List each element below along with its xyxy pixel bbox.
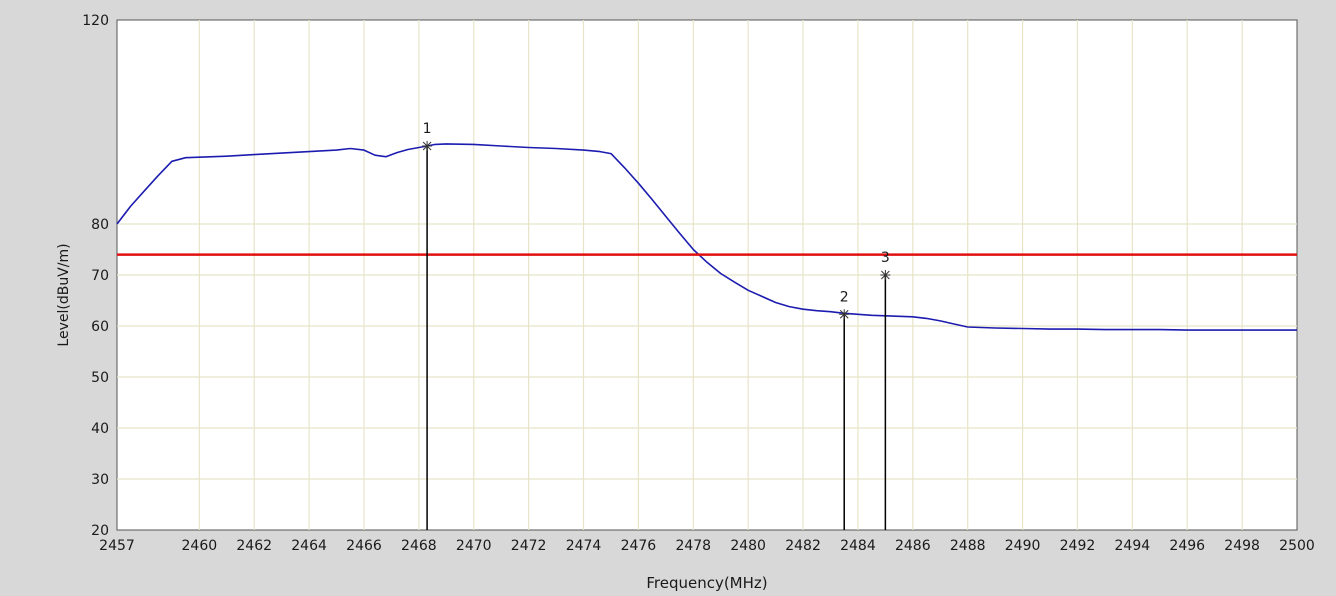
- x-tick-label: 2482: [785, 538, 821, 554]
- x-tick-label: 2472: [511, 538, 547, 554]
- x-tick-label: 2490: [1005, 538, 1041, 554]
- x-tick-label: 2474: [566, 538, 602, 554]
- x-tick-label: 2457: [99, 538, 135, 554]
- x-tick-label: 2494: [1115, 538, 1151, 554]
- x-tick-label: 2464: [291, 538, 327, 554]
- y-tick-label: 40: [91, 421, 109, 437]
- x-axis-ticks: 2457 2460 2462 2464 2466 2468 2470 2472 2474 2476…: [99, 538, 1315, 554]
- marker-3: 3: [880, 250, 891, 530]
- marker-2: 2: [839, 289, 850, 530]
- x-tick-label: 2470: [456, 538, 492, 554]
- marker-1: 1: [422, 121, 433, 530]
- x-tick-label: 2484: [840, 538, 876, 554]
- y-tick-label: 30: [91, 472, 109, 488]
- x-tick-label: 2460: [182, 538, 218, 554]
- x-tick-label: 2492: [1060, 538, 1096, 554]
- y-tick-label: 50: [91, 370, 109, 386]
- marker-star: [839, 309, 849, 319]
- grid: [117, 20, 1297, 530]
- y-tick-label: 60: [91, 319, 109, 335]
- x-tick-label: 2488: [950, 538, 986, 554]
- y-tick-label: 120: [82, 13, 109, 29]
- x-tick-label: 2500: [1279, 538, 1315, 554]
- x-tick-label: 2498: [1224, 538, 1260, 554]
- marker-label: 1: [423, 121, 432, 137]
- marker-star: [881, 270, 890, 280]
- y-axis-ticks: 20 30 40 50 60 70 80 120: [82, 13, 109, 539]
- x-tick-label: 2462: [236, 538, 272, 554]
- x-tick-label: 2496: [1169, 538, 1205, 554]
- y-tick-label: 20: [91, 523, 109, 539]
- spectrum-trace: [116, 143, 1297, 331]
- marker-layer: 1 2 3: [422, 121, 891, 530]
- x-tick-label: 2466: [346, 538, 382, 554]
- marker-label: 3: [881, 250, 890, 266]
- y-tick-label: 70: [91, 268, 109, 284]
- x-tick-label: 2478: [675, 538, 711, 554]
- series-layer: [116, 143, 1297, 331]
- x-axis-label: Frequency(MHz): [646, 574, 767, 592]
- x-tick-label: 2480: [730, 538, 766, 554]
- x-tick-label: 2468: [401, 538, 437, 554]
- marker-label: 2: [840, 289, 849, 305]
- x-tick-label: 2476: [621, 538, 657, 554]
- marker-star: [422, 141, 432, 151]
- y-axis-label: Level(dBuV/m): [56, 243, 72, 346]
- y-tick-label: 80: [91, 217, 109, 233]
- x-tick-label: 2486: [895, 538, 931, 554]
